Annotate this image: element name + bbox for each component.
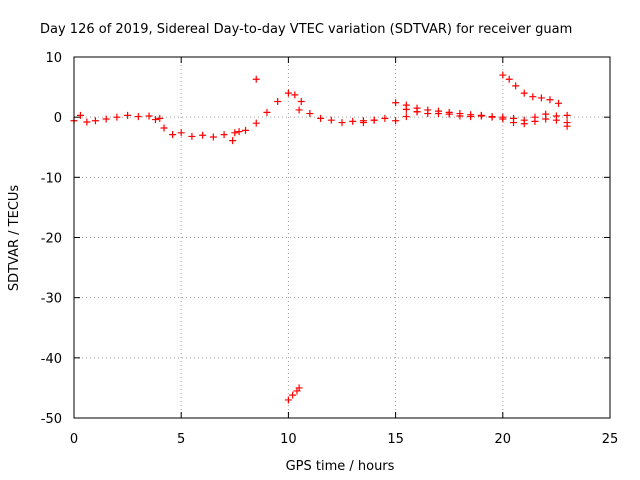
- plot-frame: [73, 56, 611, 419]
- data-point: [338, 119, 346, 127]
- series-arc-10: [284, 384, 303, 404]
- chart-title: Day 126 of 2019, Sidereal Day-to-day VTE…: [40, 22, 572, 37]
- y-tick-label: -40: [41, 352, 62, 367]
- data-point: [402, 105, 410, 113]
- data-point: [102, 115, 110, 123]
- data-point: [231, 129, 239, 137]
- data-point: [284, 396, 292, 404]
- data-point: [402, 113, 410, 121]
- y-tick-label: -30: [41, 292, 62, 307]
- data-point: [229, 137, 237, 145]
- data-point: [413, 108, 421, 116]
- data-point: [252, 75, 260, 83]
- data-point: [499, 71, 507, 79]
- data-point: [392, 117, 400, 125]
- series-arc-9: [252, 75, 260, 83]
- data-point: [349, 117, 357, 125]
- data-point: [188, 132, 196, 140]
- data-point: [263, 108, 271, 116]
- data-point: [370, 116, 378, 124]
- data-point: [295, 384, 303, 392]
- data-point: [359, 119, 367, 127]
- data-point: [317, 114, 325, 122]
- data-point: [252, 119, 260, 127]
- y-axis-label: SDTVAR / TECUs: [7, 185, 22, 292]
- data-point: [563, 119, 571, 127]
- data-point: [467, 113, 475, 121]
- data-point: [520, 89, 528, 97]
- data-point: [488, 113, 496, 121]
- data-point: [177, 129, 185, 137]
- data-point: [505, 75, 513, 83]
- data-point: [124, 111, 132, 119]
- data-point: [284, 89, 292, 97]
- data-point: [512, 82, 520, 90]
- data-point: [134, 113, 142, 121]
- data-point: [151, 116, 159, 124]
- data-point: [510, 119, 518, 127]
- y-tick-label: -10: [41, 171, 62, 186]
- data-point: [83, 118, 91, 126]
- data-point: [160, 124, 168, 132]
- data-point: [520, 120, 528, 128]
- data-point: [381, 114, 389, 122]
- data-point: [555, 99, 563, 107]
- y-tick-label: -50: [41, 412, 62, 427]
- data-point: [291, 91, 299, 99]
- y-tick-label: 10: [45, 51, 62, 66]
- data-point: [235, 128, 243, 136]
- data-point: [434, 110, 442, 118]
- x-tick-label: 10: [280, 432, 297, 447]
- data-point: [113, 113, 121, 121]
- data-point: [91, 117, 99, 125]
- data-point: [156, 114, 164, 122]
- x-tick-label: 20: [495, 432, 512, 447]
- data-point: [289, 391, 297, 399]
- x-tick-label: 0: [70, 432, 78, 447]
- x-axis-label: GPS time / hours: [286, 459, 395, 474]
- x-tick-label: 5: [177, 432, 185, 447]
- y-tick-label: -20: [41, 232, 62, 247]
- data-point: [199, 131, 207, 139]
- data-point: [424, 110, 432, 118]
- data-point: [537, 94, 545, 102]
- data-point: [445, 110, 453, 118]
- data-point: [529, 93, 537, 101]
- data-point: [546, 96, 554, 104]
- data-point: [274, 98, 282, 106]
- data-point: [456, 112, 464, 120]
- data-point: [220, 131, 228, 139]
- data-point: [563, 111, 571, 119]
- x-tick-label: 25: [602, 432, 619, 447]
- data-point: [392, 99, 400, 107]
- data-point: [242, 126, 250, 134]
- data-point: [297, 98, 305, 106]
- data-point: [306, 110, 314, 118]
- data-point: [477, 112, 485, 120]
- series-arc-8: [499, 71, 571, 119]
- series-arc-7: [402, 105, 571, 128]
- data-point: [542, 115, 550, 123]
- series-arc-3: [231, 89, 305, 137]
- x-tick-label: 15: [387, 432, 404, 447]
- y-tick-label: 0: [54, 111, 62, 126]
- data-point: [552, 116, 560, 124]
- data-point: [145, 112, 153, 120]
- series-layer: [70, 71, 571, 404]
- data-point: [76, 111, 84, 119]
- data-point: [295, 106, 303, 114]
- series-arc-2: [151, 116, 243, 145]
- data-point: [327, 116, 335, 124]
- data-point: [169, 131, 177, 139]
- data-point: [531, 117, 539, 125]
- data-point: [499, 115, 507, 123]
- data-point: [209, 133, 217, 141]
